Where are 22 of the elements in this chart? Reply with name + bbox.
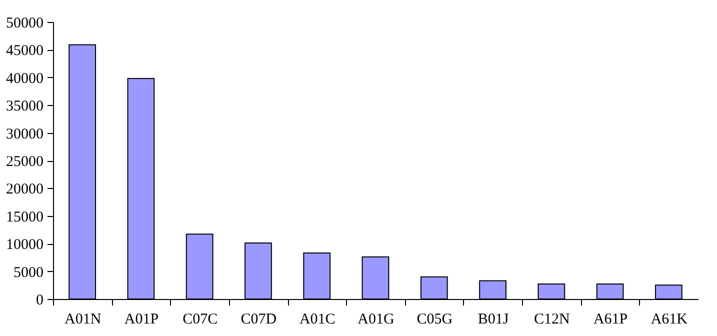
- x-tick-label: A01C: [299, 312, 336, 328]
- x-tick-label: A61K: [650, 312, 688, 328]
- y-tick-label: 5000: [14, 264, 44, 281]
- y-tick-label: 35000: [6, 98, 44, 115]
- y-tick-label: 30000: [6, 126, 44, 142]
- x-tick-label: A61P: [593, 312, 628, 328]
- y-tick-label: 50000: [6, 16, 44, 32]
- x-tick-label: B01J: [478, 312, 509, 328]
- x-tick-label: A01G: [358, 312, 394, 328]
- x-tick-label: C07D: [240, 312, 277, 328]
- y-tick-label: 20000: [6, 182, 44, 198]
- y-tick-label: 40000: [6, 70, 44, 87]
- y-tick-label: 10000: [6, 237, 44, 254]
- x-tick-label: A01N: [64, 312, 102, 328]
- x-tick-label: C07C: [182, 312, 218, 328]
- x-tick-label: A01P: [124, 312, 159, 328]
- x-tick-label: C05G: [416, 312, 453, 328]
- y-tick-label: 15000: [6, 209, 44, 226]
- x-tick-label: C12N: [534, 312, 570, 328]
- y-tick-label: 25000: [6, 154, 44, 170]
- y-tick-label: 0: [36, 292, 44, 308]
- y-tick-label: 45000: [6, 43, 44, 60]
